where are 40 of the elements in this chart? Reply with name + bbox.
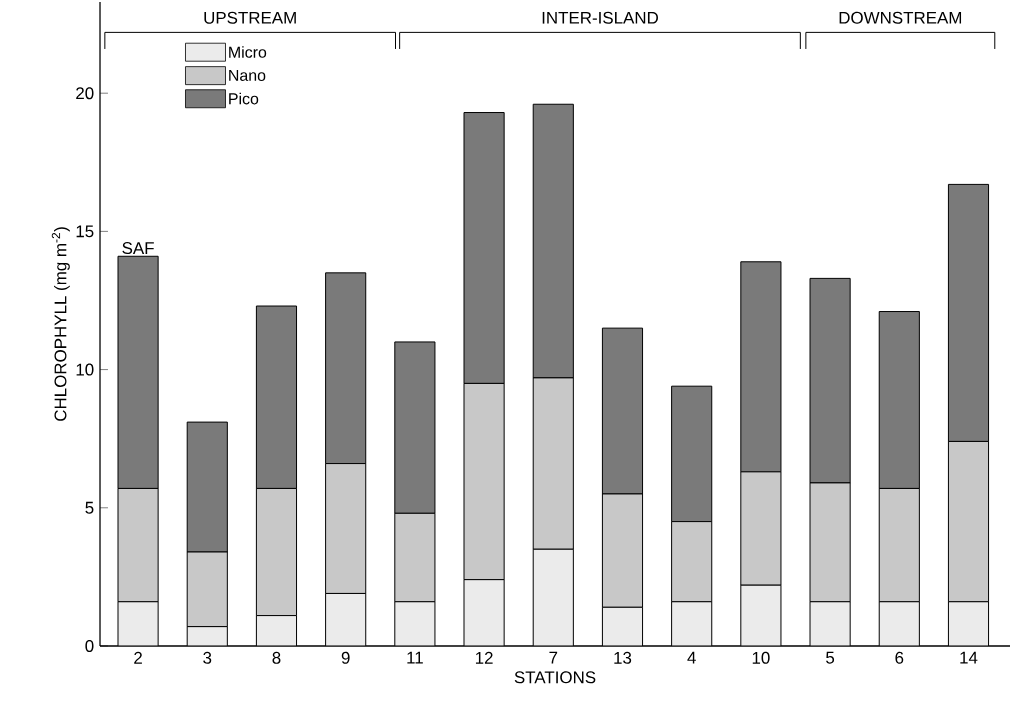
x-tick-label: 10: [752, 651, 770, 664]
x-tick-label: 13: [614, 651, 632, 664]
bar: [394, 601, 436, 646]
x-tick-label: 11: [407, 651, 423, 664]
bar: [532, 548, 574, 646]
x-tick-label: 3: [203, 651, 212, 664]
x-tick-label: 4: [687, 651, 696, 664]
bar: [255, 615, 298, 646]
bar: [186, 626, 228, 646]
x-tick-label: 14: [960, 651, 978, 664]
x-tick-label: 8: [272, 651, 281, 664]
legend-label: Nano: [229, 69, 266, 81]
bar: [463, 579, 505, 646]
annotation: INTER-ISLAND: [542, 11, 658, 24]
bar: [117, 601, 159, 646]
bar: [671, 601, 713, 646]
bar: [601, 606, 644, 646]
bar: [947, 601, 990, 646]
y-tick-label: 5: [85, 501, 94, 514]
y-tick-label: 15: [76, 225, 94, 238]
bar: [878, 601, 920, 646]
x-tick-label: 9: [341, 651, 350, 664]
annotation: DOWNSTREAM: [839, 11, 962, 24]
x-tick-label: 12: [475, 651, 493, 664]
legend-label: Pico: [229, 92, 259, 105]
bar: [740, 584, 782, 646]
x-axis-title: STATIONS: [514, 671, 596, 684]
x-tick-label: 7: [549, 651, 558, 664]
x-tick-label: 2: [134, 651, 142, 664]
x-tick-label: 5: [826, 651, 835, 664]
bar: [325, 592, 367, 646]
y-tick-label: 10: [76, 363, 94, 376]
annotation: UPSTREAM: [204, 11, 296, 24]
x-tick-label: 6: [895, 651, 904, 664]
y-axis-title: CHLOROPHYLL (mg m$^{-2}$): [51, 227, 70, 421]
bar: [809, 601, 851, 646]
annotation: SAF: [122, 242, 154, 255]
y-tick-label: 20: [76, 87, 94, 100]
legend-label: Micro: [229, 46, 267, 58]
y-tick-label: 0: [85, 639, 94, 652]
